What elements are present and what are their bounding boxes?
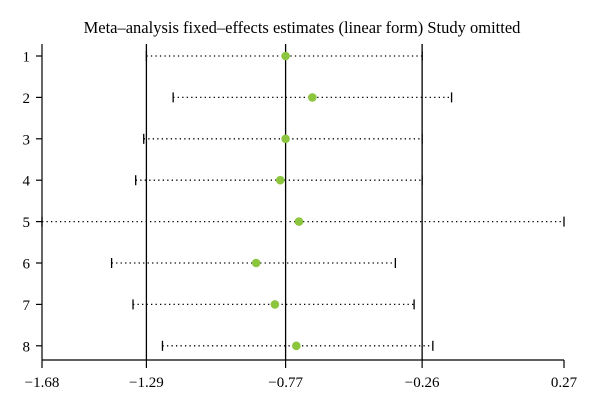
x-tick-label: −0.77 xyxy=(268,375,303,391)
x-tick-label: −0.26 xyxy=(405,375,440,391)
estimate-point-5 xyxy=(251,258,261,268)
study-label: 8 xyxy=(23,339,31,355)
chart-title: Meta–analysis fixed–effects estimates (l… xyxy=(84,18,522,37)
study-label: 5 xyxy=(23,215,31,231)
estimate-point-7 xyxy=(292,341,301,351)
study-label: 2 xyxy=(23,91,31,107)
estimate-point-1 xyxy=(308,93,317,102)
estimate-point-6 xyxy=(270,300,280,309)
study-label: 6 xyxy=(23,257,31,273)
study-label: 3 xyxy=(23,132,31,148)
estimate-point-0 xyxy=(281,51,290,61)
estimate-point-2 xyxy=(281,134,290,144)
estimate-point-4 xyxy=(294,217,304,226)
plot-area: −1.68 −1.29 −0.77 −0.26 0.27 1 2 3 4 5 6 7 8 xyxy=(23,44,578,391)
x-tick-label: −1.29 xyxy=(129,375,164,391)
x-tick-label: 0.27 xyxy=(551,375,578,391)
study-label: 7 xyxy=(23,298,31,314)
study-label: 1 xyxy=(23,50,31,66)
x-tick-label: −1.68 xyxy=(25,375,60,391)
estimate-point-3 xyxy=(275,175,285,185)
study-label: 4 xyxy=(23,174,31,190)
